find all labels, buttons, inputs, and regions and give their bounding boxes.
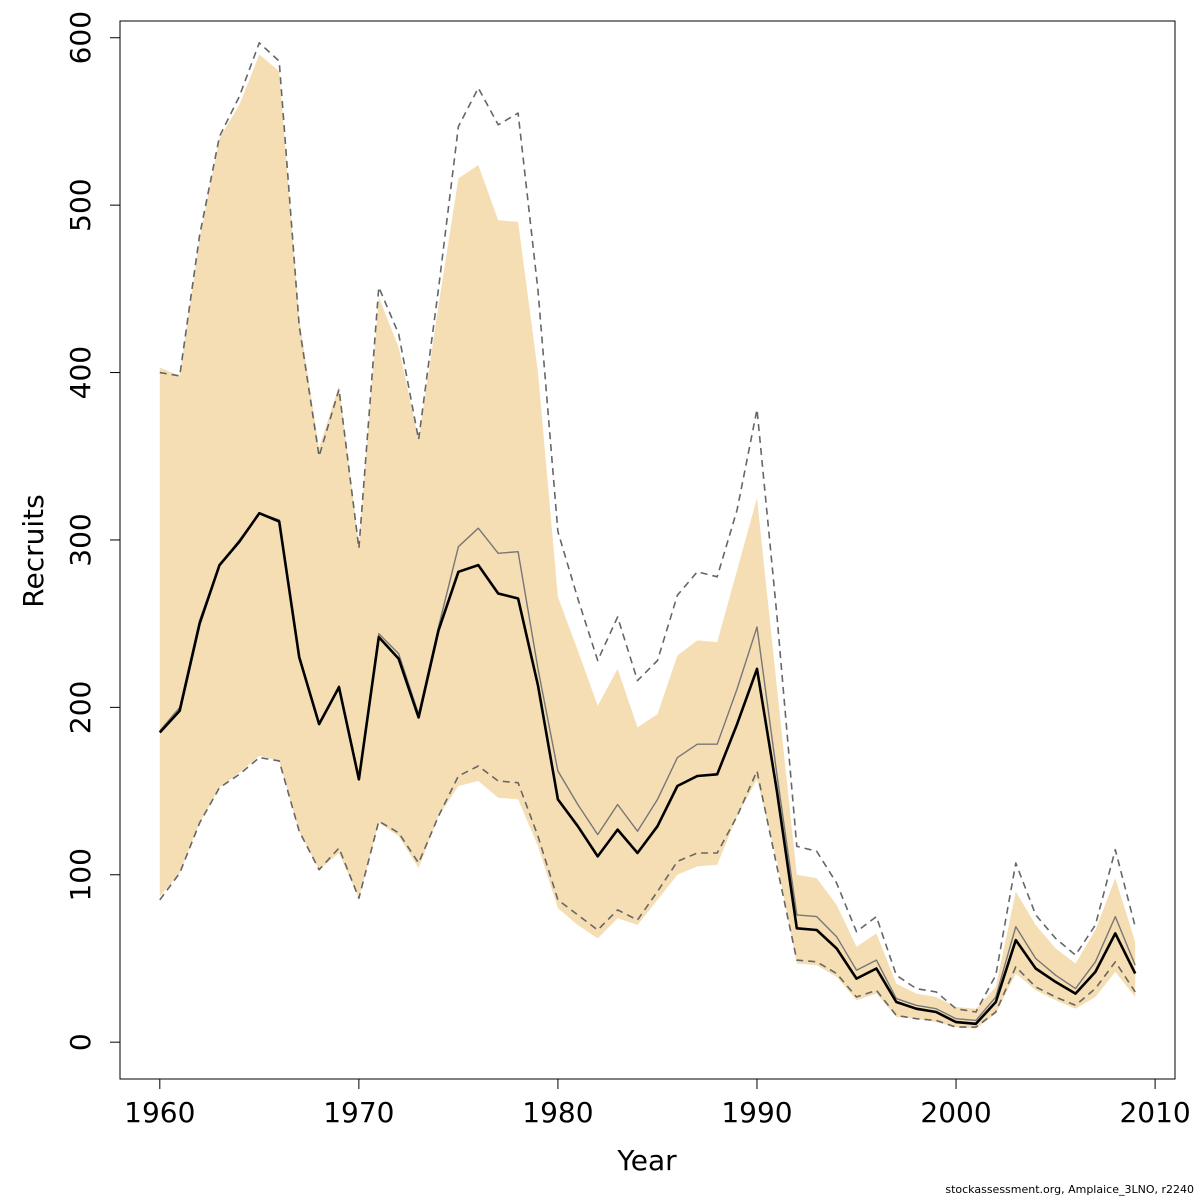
y-tick-label: 400 [64, 346, 97, 399]
band-area [159, 54, 1136, 1029]
y-tick-label: 100 [64, 848, 97, 901]
x-tick-label: 1980 [522, 1096, 593, 1129]
x-axis: 1960 1970 1980 1990 2000 2010 [124, 1078, 1191, 1129]
x-tick-label: 2000 [920, 1096, 991, 1129]
y-tick-label: 0 [64, 1033, 97, 1051]
lower-bound-line [159, 756, 1136, 1028]
source-credit: stockassessment.org, Amplaice_3LNO, r224… [945, 1183, 1194, 1196]
y-axis: 0 100 200 300 400 500 600 [64, 11, 121, 1051]
x-tick-label: 2010 [1119, 1096, 1190, 1129]
x-axis-label: Year [616, 1144, 677, 1177]
x-tick-label: 1970 [323, 1096, 394, 1129]
series-lines [158, 41, 1137, 1028]
confidence-band [159, 54, 1136, 1029]
x-tick-label: 1960 [124, 1096, 195, 1129]
y-tick-label: 300 [64, 513, 97, 566]
x-tick-label: 1990 [721, 1096, 792, 1129]
y-axis-label: Recruits [17, 494, 50, 607]
y-tick-label: 600 [64, 11, 97, 64]
y-tick-label: 500 [64, 178, 97, 231]
estimate-line [158, 511, 1137, 1026]
y-tick-label: 200 [64, 681, 97, 734]
upper-bound-line [159, 41, 1136, 1013]
